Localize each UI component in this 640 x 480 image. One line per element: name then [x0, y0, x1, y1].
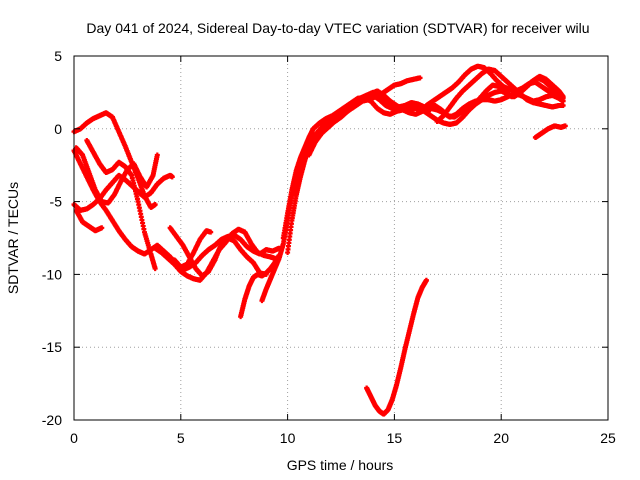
data-series [71, 63, 568, 417]
y-tick-labels: -20 -15 -10 -5 0 5 [42, 48, 62, 428]
y-tick-label: -10 [42, 266, 62, 282]
data-point [154, 152, 160, 158]
chart-title: Day 041 of 2024, Sidereal Day-to-day VTE… [86, 20, 589, 36]
series-arc-14 [291, 75, 566, 187]
x-tick-label: 25 [600, 430, 616, 446]
grid-lines [74, 56, 608, 420]
data-point [99, 225, 105, 231]
x-tick-label: 5 [177, 430, 185, 446]
x-tick-labels: 0 5 10 15 20 25 [70, 430, 616, 446]
series-arc-9 [171, 228, 214, 270]
x-tick-label: 20 [493, 430, 509, 446]
data-point [169, 174, 175, 180]
data-point [417, 75, 423, 81]
x-axis-label: GPS time / hours [287, 457, 394, 473]
series-arc-5 [73, 207, 105, 234]
y-tick-label: -15 [42, 339, 62, 355]
series-arc-19 [364, 277, 429, 417]
data-point [423, 277, 429, 283]
y-axis-label: SDTVAR / TECUs [5, 182, 21, 294]
data-point [562, 123, 568, 129]
data-point [152, 202, 158, 208]
series-arc-10 [238, 252, 282, 320]
data-point [558, 95, 564, 101]
y-tick-label: 5 [54, 48, 62, 64]
series-arc-18 [532, 123, 568, 141]
series-arc-4 [73, 145, 160, 206]
series-arc-6 [84, 137, 158, 272]
axis-ticks [73, 55, 609, 421]
y-tick-label: 0 [54, 121, 62, 137]
series-arc-2 [71, 110, 158, 210]
data-point [152, 266, 158, 272]
x-tick-label: 0 [70, 430, 78, 446]
data-point [208, 229, 214, 235]
y-tick-label: -20 [42, 412, 62, 428]
y-tick-label: -5 [50, 194, 63, 210]
series-arc-17 [434, 66, 566, 125]
x-tick-label: 15 [387, 430, 403, 446]
plot-frame [73, 55, 609, 421]
x-tick-label: 10 [280, 430, 296, 446]
data-point [560, 103, 566, 109]
